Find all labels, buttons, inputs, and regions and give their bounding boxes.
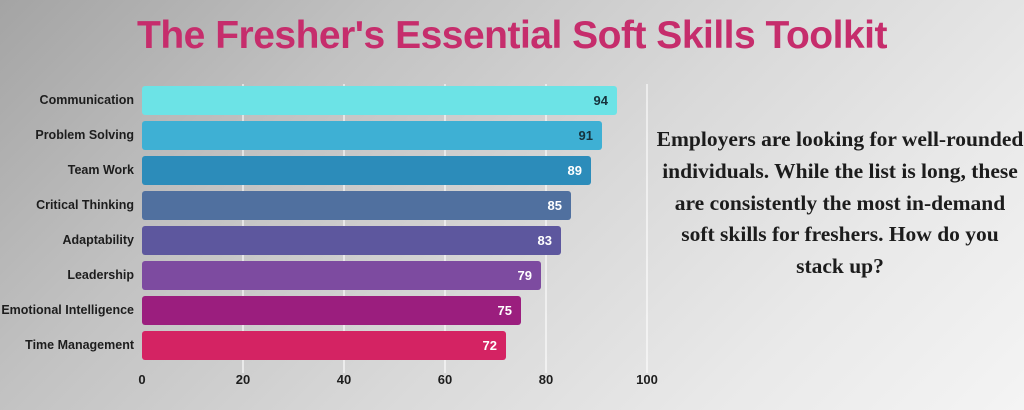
category-label: Time Management bbox=[25, 338, 134, 352]
value-label: 79 bbox=[517, 268, 532, 283]
category-label: Critical Thinking bbox=[36, 198, 134, 212]
x-axis-tick-label: 20 bbox=[235, 372, 251, 387]
bar: 72 bbox=[142, 331, 506, 360]
value-label: 75 bbox=[497, 303, 512, 318]
value-label: 89 bbox=[567, 163, 582, 178]
bar-row: Communication 94 bbox=[0, 86, 680, 115]
x-axis-tick-label: 80 bbox=[538, 372, 554, 387]
value-label: 83 bbox=[537, 233, 552, 248]
value-label: 94 bbox=[593, 93, 608, 108]
x-axis-tick-label: 0 bbox=[138, 372, 146, 387]
bar: 85 bbox=[142, 191, 571, 220]
chart-title: The Fresher's Essential Soft Skills Tool… bbox=[137, 14, 887, 57]
category-label: Adaptability bbox=[62, 233, 134, 247]
bar-row: Time Management 72 bbox=[0, 331, 680, 360]
bar-chart: 0 20 40 60 80 100 Communication 94 Problem Solvi… bbox=[0, 84, 680, 387]
x-axis-tick-label: 60 bbox=[437, 372, 453, 387]
bar: 79 bbox=[142, 261, 541, 290]
gridline bbox=[646, 84, 648, 373]
bar: 94 bbox=[142, 86, 617, 115]
category-label: Communication bbox=[39, 93, 134, 107]
category-label: Leadership bbox=[67, 268, 134, 282]
value-label: 91 bbox=[578, 128, 593, 143]
bar-row: Problem Solving 91 bbox=[0, 121, 680, 150]
bar: 83 bbox=[142, 226, 561, 255]
value-label: 85 bbox=[547, 198, 562, 213]
bar-row: Leadership 79 bbox=[0, 261, 680, 290]
bar: 75 bbox=[142, 296, 521, 325]
bar-row: Team Work 89 bbox=[0, 156, 680, 185]
bar: 91 bbox=[142, 121, 602, 150]
bar-row: Critical Thinking 85 bbox=[0, 191, 680, 220]
x-axis-tick-label: 100 bbox=[636, 372, 658, 387]
category-label: Team Work bbox=[67, 163, 134, 177]
x-axis-tick-label: 40 bbox=[336, 372, 352, 387]
annotation-text: Employers are looking for well-rounded i… bbox=[656, 127, 1024, 279]
bar: 89 bbox=[142, 156, 591, 185]
value-label: 72 bbox=[482, 338, 497, 353]
bar-row: Emotional Intelligence 75 bbox=[0, 296, 680, 325]
bar-row: Adaptability 83 bbox=[0, 226, 680, 255]
category-label: Emotional Intelligence bbox=[1, 303, 134, 317]
category-label: Problem Solving bbox=[35, 128, 134, 142]
